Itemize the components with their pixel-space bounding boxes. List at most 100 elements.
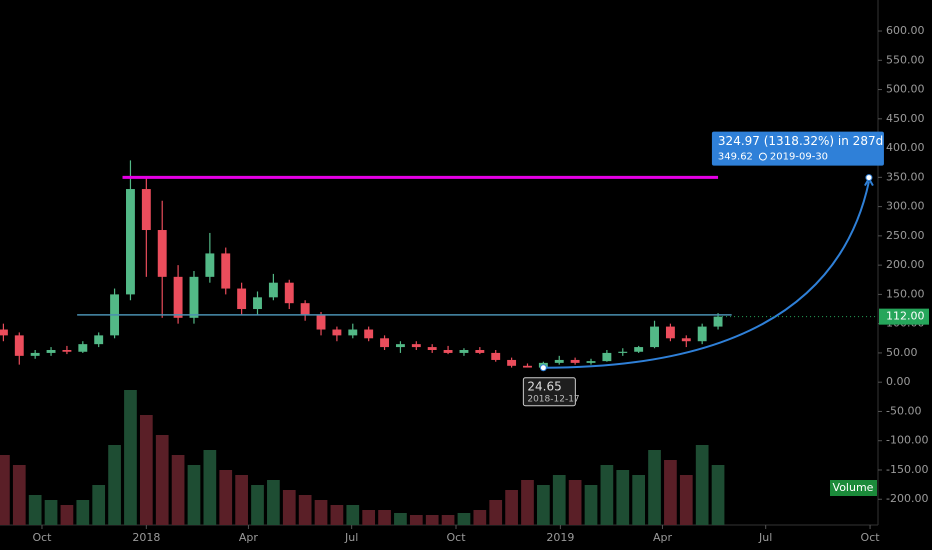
volume-bar xyxy=(298,495,312,525)
candle-body xyxy=(237,288,247,310)
candle-body xyxy=(650,326,659,348)
volume-bar xyxy=(568,480,582,525)
volume-bar xyxy=(505,490,518,525)
volume-bar xyxy=(616,470,630,525)
volume-bar xyxy=(664,460,677,525)
candle-body xyxy=(253,297,262,310)
volume-bar xyxy=(346,505,360,525)
candle-body xyxy=(46,350,56,353)
projection-curve xyxy=(543,181,870,369)
volume-bar xyxy=(124,390,137,525)
y-tick-label: 500.00 xyxy=(886,83,925,96)
candle-body xyxy=(30,352,40,356)
volume-bar xyxy=(330,505,344,525)
projection-change: 324.97 (1318.32%) in 287d xyxy=(718,134,883,148)
volume-bar xyxy=(282,490,296,525)
volume-bar xyxy=(552,475,566,525)
candle-body xyxy=(221,253,231,289)
candle-body xyxy=(364,329,374,339)
candle-body xyxy=(681,338,691,342)
last-price-label: 112.00 xyxy=(886,310,925,323)
candle-body xyxy=(268,282,278,298)
volume-label-box xyxy=(830,480,877,496)
volume-bar xyxy=(409,515,423,525)
candle-body xyxy=(189,276,199,318)
projection-box xyxy=(711,131,884,166)
projection-date: 2019-09-30 xyxy=(770,152,828,163)
volume-bar xyxy=(679,475,693,525)
volume-bar xyxy=(155,435,169,525)
start-label-box xyxy=(522,377,576,407)
candle-body xyxy=(205,253,215,277)
volume-bar xyxy=(473,510,487,525)
candle-body xyxy=(713,316,723,327)
volume-bar xyxy=(441,515,455,525)
volume-bar xyxy=(203,450,217,525)
x-tick-label: 2019 xyxy=(546,531,574,544)
volume-bar xyxy=(489,500,503,525)
volume-bar xyxy=(108,445,121,525)
y-tick-label: 150.00 xyxy=(886,287,925,300)
volume-bar xyxy=(44,500,58,525)
candle-body xyxy=(300,303,310,315)
volume-bar xyxy=(0,455,10,525)
volume-bar xyxy=(219,470,233,525)
volume-bar xyxy=(171,455,185,525)
candle-body xyxy=(126,189,135,295)
start-price: 24.65 xyxy=(527,379,561,393)
volume-bar xyxy=(235,475,248,525)
candle-body xyxy=(634,347,644,352)
candle-body xyxy=(507,359,517,366)
candle-body xyxy=(523,365,532,368)
y-tick-label: 50.00 xyxy=(886,346,918,359)
volume-bar xyxy=(267,480,280,525)
candle-body xyxy=(78,344,88,352)
y-tick-label: -200.00 xyxy=(886,492,928,505)
candle-body xyxy=(332,329,342,336)
y-tick-label: 200.00 xyxy=(886,258,925,271)
y-tick-label: 550.00 xyxy=(886,53,925,66)
candle-body xyxy=(459,350,469,353)
y-tick-label: 450.00 xyxy=(886,112,925,125)
volume-bar xyxy=(537,485,550,525)
candle-body xyxy=(586,361,596,363)
candle-body xyxy=(173,276,183,318)
x-tick-label: Apr xyxy=(653,531,673,544)
candle-body xyxy=(348,329,358,336)
y-tick-label: -100.00 xyxy=(886,434,928,447)
candle-body xyxy=(491,352,501,360)
candle-body xyxy=(665,326,675,339)
projection-start xyxy=(539,364,547,372)
volume-bar xyxy=(28,495,42,525)
candle-body xyxy=(316,314,326,330)
volume-bar xyxy=(584,485,598,525)
volume-bar xyxy=(314,500,328,525)
volume-bar xyxy=(648,450,661,525)
candle-body xyxy=(570,359,580,363)
y-tick-label: 0.00 xyxy=(886,375,911,388)
volume-bar xyxy=(76,500,90,525)
volume-bar xyxy=(394,513,407,525)
candle-body xyxy=(427,347,437,350)
candle-body xyxy=(141,189,151,231)
x-tick-label: Jul xyxy=(758,531,772,544)
volume-label: Volume xyxy=(833,481,874,494)
candle-body xyxy=(62,350,72,352)
volume-bar xyxy=(711,465,725,525)
candle-body xyxy=(380,338,389,348)
candle-body xyxy=(697,326,707,342)
volume-bar xyxy=(251,485,264,525)
volume-bar xyxy=(632,475,646,525)
volume-bar xyxy=(600,465,614,525)
x-tick-label: Oct xyxy=(446,531,466,544)
clock-icon xyxy=(758,152,767,161)
volume-bar xyxy=(60,505,74,525)
candle-body xyxy=(443,350,453,353)
candle-body xyxy=(157,230,167,277)
volume-bar xyxy=(139,415,153,525)
candle-body xyxy=(14,335,24,356)
projection-end xyxy=(865,174,873,182)
volume-bar xyxy=(187,465,201,525)
start-date: 2018-12-17 xyxy=(527,394,579,404)
